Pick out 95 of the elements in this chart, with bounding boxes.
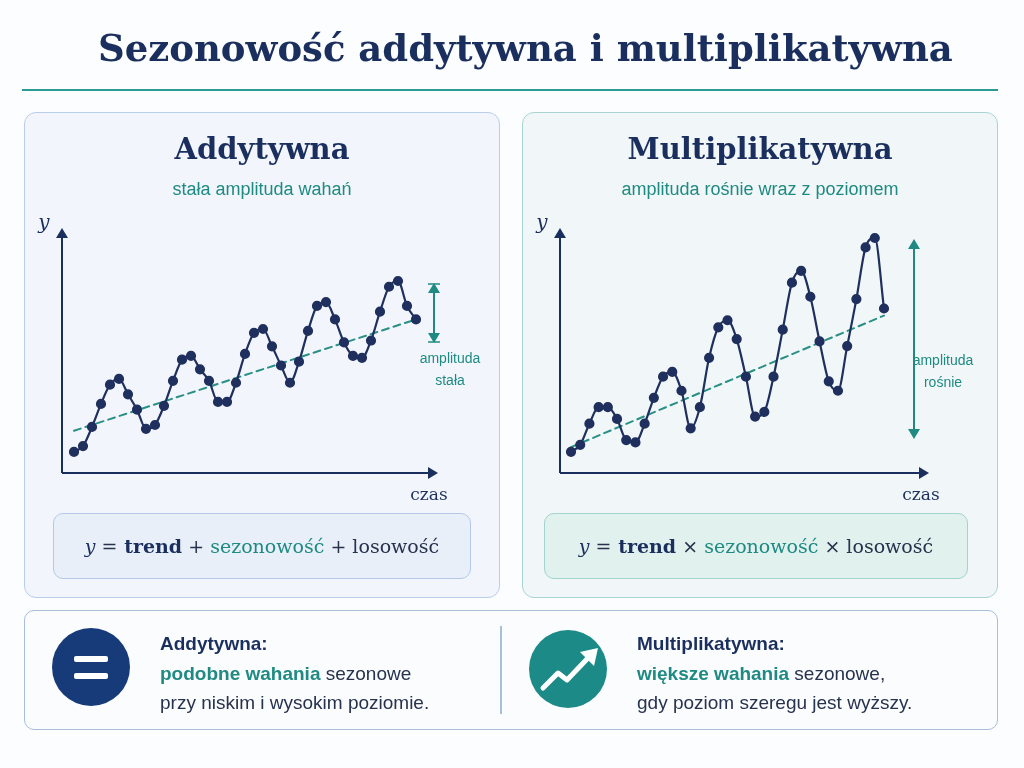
point xyxy=(667,366,678,378)
point xyxy=(722,315,733,326)
x-axis-title: czas xyxy=(902,484,940,505)
annotation: amplituda stała xyxy=(419,349,481,388)
point xyxy=(648,392,659,403)
point xyxy=(338,337,350,348)
point xyxy=(248,327,260,338)
point xyxy=(750,411,761,422)
text: y = trend + sezonowość + losowość xyxy=(84,535,440,557)
x-axis-title: czas xyxy=(410,484,448,505)
point xyxy=(365,335,377,346)
point xyxy=(832,385,844,396)
point xyxy=(383,281,395,292)
point xyxy=(176,354,188,365)
text: Addytywna: xyxy=(160,632,268,656)
point xyxy=(694,402,705,413)
point xyxy=(230,377,242,388)
point xyxy=(122,389,134,400)
point xyxy=(639,418,650,429)
text: amplituda rośnie xyxy=(912,351,974,390)
text: sezonowe, xyxy=(793,663,886,684)
point xyxy=(575,439,586,450)
point xyxy=(805,291,816,302)
text: sezonowe xyxy=(324,663,412,684)
chart-title: Addytywna xyxy=(173,131,351,168)
point xyxy=(275,360,287,371)
point xyxy=(611,413,623,425)
y-axis-title: y xyxy=(535,210,549,235)
point xyxy=(356,352,368,363)
point xyxy=(131,404,143,415)
point xyxy=(311,300,323,312)
point xyxy=(593,402,604,413)
point xyxy=(167,375,179,386)
point xyxy=(740,371,752,382)
chart-subtitle: stała amplituda wahań xyxy=(171,178,353,201)
point xyxy=(68,446,80,457)
text: y = trend × sezonowość × losowość xyxy=(578,535,934,557)
chart-subtitle: amplituda rośnie wraz z poziomem xyxy=(620,178,900,201)
point xyxy=(203,375,215,386)
point xyxy=(602,402,613,413)
point xyxy=(392,275,404,287)
point xyxy=(796,265,807,276)
point xyxy=(814,336,825,347)
point xyxy=(284,377,296,388)
text: podobne wahania xyxy=(160,663,321,684)
point xyxy=(410,314,422,325)
point xyxy=(657,371,669,382)
chart-title: Multiplikatywna xyxy=(626,131,894,168)
point xyxy=(401,300,413,312)
point xyxy=(302,325,314,337)
point xyxy=(266,341,278,352)
point xyxy=(786,277,798,288)
point xyxy=(320,297,332,308)
text: Sezonowość addytywna i multiplikatywna xyxy=(98,25,953,72)
point xyxy=(149,419,161,431)
point xyxy=(630,437,641,448)
point xyxy=(685,423,696,434)
point xyxy=(86,421,98,433)
point xyxy=(676,385,687,396)
point xyxy=(140,423,152,434)
point xyxy=(113,373,125,385)
point xyxy=(565,446,577,457)
point xyxy=(768,371,779,382)
text: gdy poziom szeregu jest wyższy. xyxy=(637,691,913,715)
point xyxy=(851,294,862,305)
text: większe wahania xyxy=(637,663,790,684)
point xyxy=(257,323,269,335)
point xyxy=(823,376,834,387)
point xyxy=(221,396,233,408)
point xyxy=(239,348,251,360)
point xyxy=(347,350,359,361)
point xyxy=(374,306,386,317)
point xyxy=(293,356,305,367)
point xyxy=(842,341,853,352)
point xyxy=(104,379,116,390)
point xyxy=(869,232,880,244)
text: przy niskim i wysokim poziomie. xyxy=(160,691,430,715)
point xyxy=(713,322,724,333)
point xyxy=(759,406,770,417)
point xyxy=(584,418,595,429)
point xyxy=(212,396,224,408)
y-axis-title: y xyxy=(37,210,51,235)
point xyxy=(777,324,788,335)
point xyxy=(329,314,341,325)
point xyxy=(878,303,890,314)
point xyxy=(95,398,107,409)
point xyxy=(185,350,197,361)
point xyxy=(703,352,715,363)
point xyxy=(860,242,871,253)
point xyxy=(158,400,170,411)
point xyxy=(77,441,89,452)
point xyxy=(621,435,632,446)
text: Multiplikatywna: xyxy=(637,632,785,656)
point xyxy=(194,364,206,375)
point xyxy=(731,333,742,345)
